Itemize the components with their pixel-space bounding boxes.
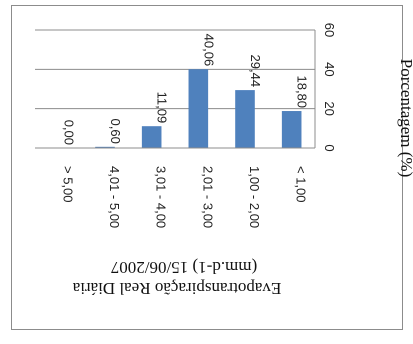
- data-labels: 0,00 0,60 11,09 40,06 29,44 18,80: [61, 34, 309, 145]
- data-label: 29,44: [248, 55, 263, 88]
- y-tick-label: 40: [322, 62, 337, 76]
- y-tick-label: 20: [322, 101, 337, 115]
- y-tick-label: 0: [322, 144, 337, 151]
- data-label: 18,80: [295, 75, 310, 108]
- axes: 0 20 40 60 > 5,00 4,01 - 5,00 3,01 - 4,00 2,01 …: [35, 23, 337, 228]
- data-label: 0,00: [61, 120, 76, 145]
- x-axis-title: Evapotranspiração Real Diária: [72, 279, 281, 298]
- bar: [141, 126, 162, 148]
- category-label: > 5,00: [60, 166, 75, 203]
- plot-area: 0 20 40 60 > 5,00 4,01 - 5,00 3,01 - 4,00 2,01 …: [35, 23, 337, 228]
- category-label: 3,01 - 4,00: [154, 166, 169, 228]
- category-label: 2,01 - 3,00: [200, 166, 215, 228]
- x-axis-title-line2: (mm.d-1) 15/06/2007: [110, 258, 257, 277]
- category-label: < 1,00: [294, 166, 309, 203]
- bar: [281, 111, 302, 148]
- data-label: 40,06: [201, 34, 216, 67]
- bar: [235, 90, 255, 148]
- y-tick-label: 60: [322, 23, 337, 37]
- bar: [188, 69, 209, 148]
- bars: [95, 69, 302, 148]
- chart-frame: [11, 5, 403, 330]
- bar: [95, 146, 115, 148]
- data-label: 11,09: [155, 92, 170, 124]
- data-label: 0,60: [108, 119, 123, 144]
- category-label: 4,01 - 5,00: [107, 166, 122, 228]
- category-label: 1,00 - 2,00: [247, 166, 262, 228]
- y-axis-title: Porcentagem (%): [397, 59, 413, 177]
